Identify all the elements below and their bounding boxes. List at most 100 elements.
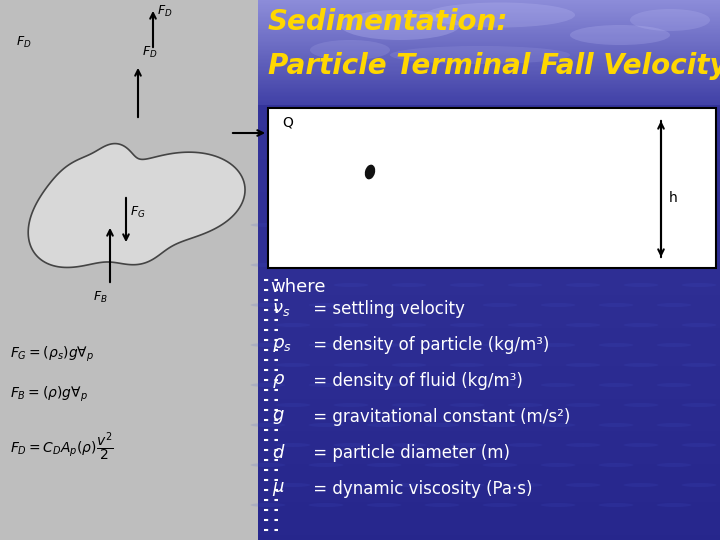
Ellipse shape (340, 10, 460, 40)
Bar (258, 21, 720, 23)
Ellipse shape (366, 503, 402, 507)
Ellipse shape (508, 443, 542, 447)
Bar (258, 366, 720, 373)
Ellipse shape (390, 46, 570, 64)
Bar (258, 82, 720, 84)
Bar (258, 448, 720, 454)
Ellipse shape (333, 323, 369, 327)
Ellipse shape (565, 363, 600, 367)
Ellipse shape (366, 463, 402, 467)
Bar (258, 93, 720, 96)
Bar (258, 4, 720, 6)
Bar (258, 426, 720, 432)
Bar (258, 246, 720, 253)
Bar (258, 97, 720, 99)
Ellipse shape (449, 323, 485, 327)
Bar (258, 122, 720, 128)
Bar (258, 138, 720, 144)
Bar (258, 25, 720, 27)
Bar (258, 66, 720, 68)
Ellipse shape (366, 383, 402, 387)
Bar (258, 0, 720, 2)
Bar (258, 5, 720, 8)
Ellipse shape (333, 403, 369, 407)
Ellipse shape (276, 243, 310, 247)
Bar (258, 268, 720, 274)
Bar (258, 88, 720, 90)
Ellipse shape (630, 9, 710, 31)
Ellipse shape (624, 403, 659, 407)
Ellipse shape (392, 283, 426, 287)
Ellipse shape (333, 443, 369, 447)
Bar (258, 518, 720, 525)
Ellipse shape (366, 303, 402, 307)
Bar (258, 111, 720, 117)
Bar (258, 469, 720, 476)
Text: $\rho_s$: $\rho_s$ (272, 336, 292, 354)
Bar (258, 51, 720, 53)
Ellipse shape (425, 423, 459, 427)
Ellipse shape (333, 363, 369, 367)
Polygon shape (28, 144, 245, 267)
Bar (258, 317, 720, 323)
Bar (258, 29, 720, 31)
Bar (258, 91, 720, 93)
Bar (258, 404, 720, 410)
Bar (258, 388, 720, 394)
Ellipse shape (508, 283, 542, 287)
Bar (258, 84, 720, 86)
Ellipse shape (392, 243, 426, 247)
Bar (258, 529, 720, 536)
Bar (258, 535, 720, 540)
Bar (258, 67, 720, 69)
Bar (258, 312, 720, 318)
Ellipse shape (392, 323, 426, 327)
Bar (258, 59, 720, 62)
Ellipse shape (425, 303, 459, 307)
Bar (258, 103, 720, 105)
Bar (258, 80, 720, 83)
Ellipse shape (366, 343, 402, 347)
Bar (258, 290, 720, 296)
Bar (258, 38, 720, 40)
Text: $F_G$: $F_G$ (130, 205, 145, 220)
Bar (258, 47, 720, 50)
Bar (258, 143, 720, 150)
Bar (258, 225, 720, 231)
Bar (258, 393, 720, 400)
Bar (258, 502, 720, 508)
Bar (258, 26, 720, 29)
Text: Q: Q (282, 116, 293, 130)
Ellipse shape (333, 243, 369, 247)
Text: $F_D$: $F_D$ (142, 45, 158, 60)
Ellipse shape (308, 383, 343, 387)
Bar (258, 24, 720, 26)
Bar (258, 58, 720, 60)
Bar (268, 108, 716, 268)
Ellipse shape (308, 423, 343, 427)
Ellipse shape (251, 223, 286, 227)
Bar (258, 328, 720, 334)
Bar (258, 377, 720, 383)
Bar (258, 1, 720, 4)
Ellipse shape (425, 463, 459, 467)
Ellipse shape (508, 483, 542, 487)
Ellipse shape (598, 463, 634, 467)
Bar (258, 49, 720, 51)
Ellipse shape (657, 383, 691, 387)
Bar (258, 350, 720, 356)
Bar (258, 60, 720, 63)
Text: = particle diameter (m): = particle diameter (m) (308, 444, 510, 462)
Bar (258, 45, 720, 47)
Bar (258, 55, 720, 57)
Ellipse shape (624, 363, 659, 367)
Bar (258, 322, 720, 329)
Ellipse shape (682, 363, 716, 367)
Ellipse shape (425, 223, 459, 227)
Ellipse shape (392, 363, 426, 367)
Ellipse shape (541, 503, 575, 507)
Bar (258, 127, 720, 133)
Ellipse shape (251, 503, 286, 507)
Bar (258, 83, 720, 85)
Bar (258, 75, 720, 77)
